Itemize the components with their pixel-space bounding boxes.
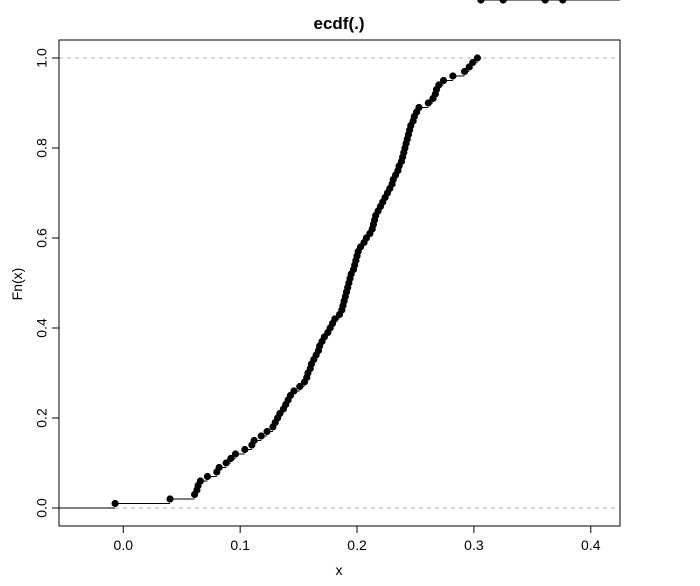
plot-frame bbox=[58, 39, 621, 527]
ecdf-point bbox=[469, 58, 477, 67]
ecdf-point bbox=[331, 315, 339, 323]
ecdf-point bbox=[424, 99, 432, 107]
ecdf-point bbox=[231, 450, 240, 458]
ecdf-point bbox=[263, 427, 271, 436]
y-tick-label: 0.0 bbox=[34, 498, 50, 518]
ecdf-point bbox=[559, 0, 567, 4]
y-tick-label: 0.8 bbox=[34, 138, 50, 158]
ecdf-point bbox=[196, 477, 205, 485]
x-axis: 0.0 0.1 0.2 0.3 0.4 bbox=[114, 526, 601, 553]
ecdf-points bbox=[111, 0, 567, 508]
ecdf-point bbox=[257, 432, 265, 440]
ecdf-point bbox=[166, 495, 174, 503]
ecdf-point bbox=[290, 387, 298, 395]
chart-title: ecdf(.) bbox=[314, 14, 365, 33]
y-tick-label: 0.2 bbox=[34, 408, 50, 428]
ecdf-point bbox=[439, 76, 448, 85]
ecdf-point bbox=[477, 0, 485, 4]
ecdf-point bbox=[499, 0, 507, 4]
ecdf-point bbox=[473, 54, 482, 62]
y-tick-label: 0.6 bbox=[34, 228, 50, 248]
x-axis-label: x bbox=[336, 562, 343, 578]
x-tick-label: 0.2 bbox=[347, 537, 367, 553]
ecdf-point bbox=[435, 81, 443, 89]
y-tick-label: 0.4 bbox=[34, 318, 50, 338]
ecdf-point bbox=[449, 72, 457, 80]
ecdf-point bbox=[215, 463, 223, 472]
x-tick-label: 0.3 bbox=[464, 537, 484, 553]
ecdf-point bbox=[227, 454, 235, 463]
ecdf-point bbox=[111, 499, 119, 508]
ecdf-point bbox=[415, 103, 423, 112]
y-axis-label: Fn(x) bbox=[9, 268, 25, 301]
reference-lines bbox=[59, 57, 620, 509]
ecdf-point bbox=[460, 67, 469, 76]
ecdf-point bbox=[203, 472, 212, 481]
x-tick-label: 0.0 bbox=[114, 537, 134, 553]
ecdf-point bbox=[541, 0, 549, 4]
x-tick-label: 0.1 bbox=[230, 537, 250, 553]
x-tick-label: 0.4 bbox=[581, 537, 601, 553]
ecdf-point bbox=[241, 445, 249, 454]
y-axis: 0.0 0.2 0.4 0.6 0.8 1.0 bbox=[34, 48, 59, 518]
ecdf-point bbox=[296, 382, 304, 391]
y-tick-label: 1.0 bbox=[34, 48, 50, 68]
ecdf-point bbox=[250, 436, 258, 445]
ecdf-point bbox=[222, 459, 230, 467]
